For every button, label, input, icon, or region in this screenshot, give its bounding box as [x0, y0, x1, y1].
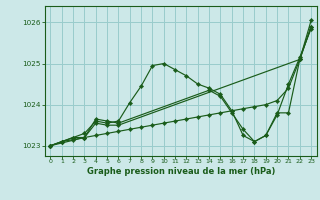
X-axis label: Graphe pression niveau de la mer (hPa): Graphe pression niveau de la mer (hPa) [87, 167, 275, 176]
